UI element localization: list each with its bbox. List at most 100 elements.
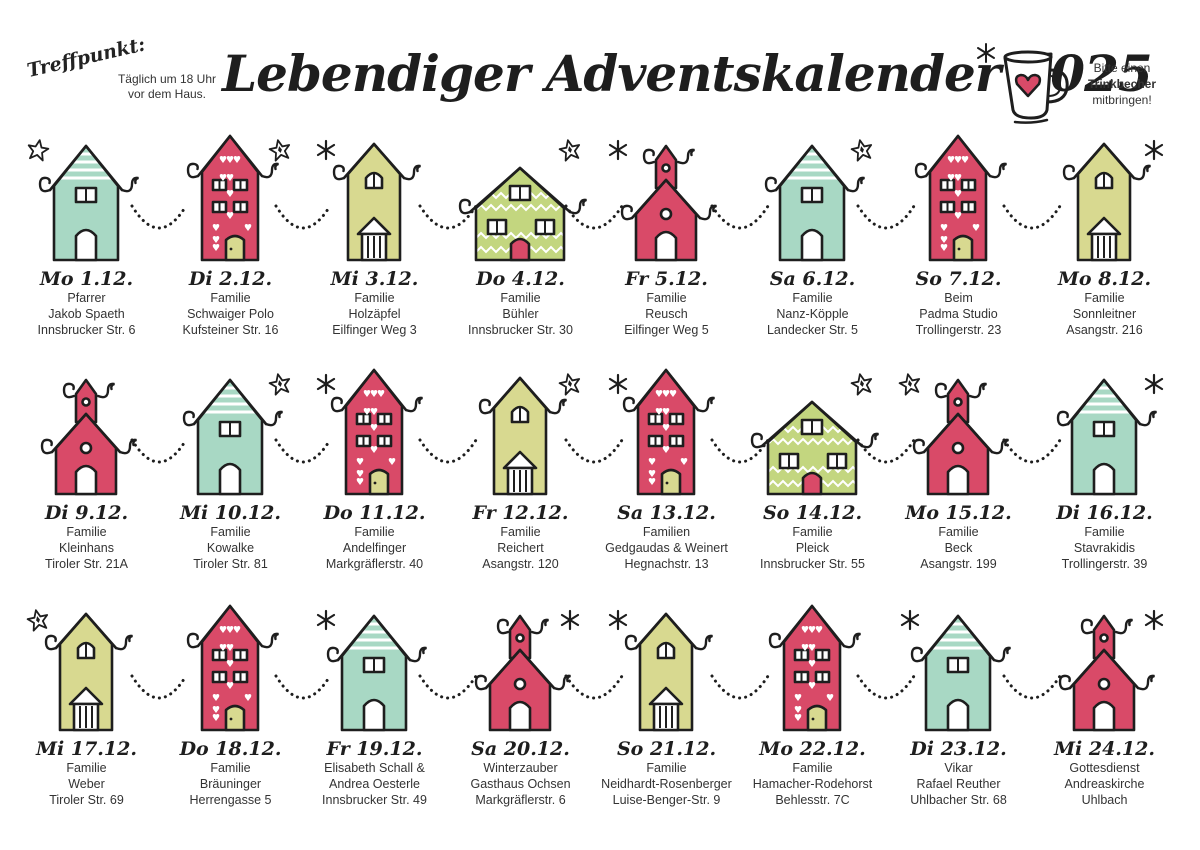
- host-info-line: Bühler: [502, 307, 539, 321]
- house-icon: [26, 609, 133, 732]
- calendar-day-card: Sa 20.12. Winterzauber Gasthaus Ochsen Mark…: [448, 598, 593, 808]
- house-illustration: [448, 362, 593, 502]
- house-icon: [914, 134, 1007, 262]
- house-icon: [27, 139, 139, 262]
- host-info-line: Holzäpfel: [348, 307, 401, 321]
- house-illustration: [14, 598, 159, 738]
- day-label: So 21.12.: [616, 738, 717, 760]
- cup-note-line-3: mitbringen!: [1092, 93, 1152, 107]
- host-info-line: Familie: [646, 291, 687, 305]
- host-info-line: Behlesstr. 7C: [775, 793, 850, 807]
- day-label: Di 16.12.: [1056, 502, 1153, 524]
- house-icon: [900, 609, 1011, 732]
- calendar-day-card: Fr 19.12. Elisabeth Schall & Andrea Oester…: [302, 598, 447, 808]
- house-illustration: [886, 598, 1031, 738]
- day-label: Sa 6.12.: [769, 268, 856, 290]
- house-illustration: [448, 598, 593, 738]
- house-illustration: [14, 128, 159, 268]
- day-label: Mo 1.12.: [39, 268, 134, 290]
- house-icon: [750, 373, 879, 496]
- house-icon: [316, 368, 423, 496]
- house-icon: [316, 139, 421, 262]
- calendar-day-card: Do 4.12. Familie Bühler Innsbrucker Str. 30: [448, 128, 593, 338]
- house-icon: [316, 609, 427, 732]
- day-label: Mi 17.12.: [36, 738, 137, 760]
- host-info-line: Sonnleitner: [1072, 307, 1137, 321]
- host-info-line: Herrengasse 5: [189, 793, 272, 807]
- host-info-line: Hamacher-Rodehorst: [752, 777, 873, 791]
- host-info-line: Trollingerstr. 39: [1061, 557, 1148, 571]
- calendar-day-card: So 14.12. Familie Pleick Innsbrucker Str. 5…: [740, 362, 885, 572]
- calendar-day-card: Mo 8.12. Familie Sonnleitner Asangstr. 216: [1032, 128, 1177, 338]
- calendar-day-card: Di 23.12. Vikar Rafael Reuther Uhlbacher St…: [886, 598, 1031, 808]
- host-info-line: Familie: [792, 291, 833, 305]
- cup-note-line-1: Bitte einen: [1093, 61, 1151, 75]
- host-info-line: Landecker Str. 5: [766, 323, 859, 337]
- day-label: So 7.12.: [915, 268, 1002, 290]
- house-illustration: [740, 598, 885, 738]
- house-illustration: [886, 128, 1031, 268]
- cup-note-emphasis: Trinkbecher: [1087, 77, 1157, 91]
- host-info-line: Neidhardt-Rosenberger: [601, 777, 732, 791]
- house-illustration: [594, 362, 739, 502]
- host-info-line: Innsbrucker Str. 6: [37, 323, 136, 337]
- asterisk-icon: [977, 43, 995, 63]
- host-info-line: Pleick: [795, 541, 830, 555]
- host-info-line: Uhlbacher Str. 68: [910, 793, 1007, 807]
- host-info-line: Vikar: [944, 761, 973, 775]
- host-info-line: Gasthaus Ochsen: [470, 777, 571, 791]
- house-icon: [40, 378, 137, 496]
- day-label: Sa 13.12.: [617, 502, 716, 524]
- host-info-line: Eilfinger Weg 5: [624, 323, 709, 337]
- day-label: Do 11.12.: [323, 502, 426, 524]
- host-info-line: Familie: [1084, 291, 1125, 305]
- house-illustration: [158, 128, 303, 268]
- house-illustration: [14, 362, 159, 502]
- host-info-line: Innsbrucker Str. 49: [322, 793, 427, 807]
- day-label: Do 18.12.: [179, 738, 282, 760]
- house-illustration: [302, 598, 447, 738]
- calendar-day-card: Mi 10.12. Familie Kowalke Tiroler Str. 81: [158, 362, 303, 572]
- host-info-line: Familie: [210, 761, 251, 775]
- host-info-line: Asangstr. 120: [482, 557, 559, 571]
- host-info-line: Reusch: [645, 307, 688, 321]
- host-info-line: Familie: [938, 525, 979, 539]
- page-title: Lebendiger Adventskalender 2025: [222, 44, 1153, 103]
- calendar-day-card: So 21.12. Familie Neidhardt-Rosenberger Lui…: [594, 598, 739, 808]
- host-info-line: Jakob Spaeth: [48, 307, 125, 321]
- day-label: Mo 8.12.: [1057, 268, 1152, 290]
- calendar-day-card: Sa 13.12. Familien Gedgaudas & Weinert Hegn…: [594, 362, 739, 572]
- house-illustration: [594, 598, 739, 738]
- house-illustration: [158, 362, 303, 502]
- host-info-line: Familie: [354, 525, 395, 539]
- day-label: Mi 10.12.: [180, 502, 281, 524]
- house-illustration: [1032, 362, 1177, 502]
- house-icon: [1062, 139, 1164, 262]
- day-label: Sa 20.12.: [471, 738, 570, 760]
- calendar-day-card: Mi 24.12. Gottesdienst Andreaskirche Uhlbac…: [1032, 598, 1177, 808]
- host-info-line: Familie: [354, 291, 395, 305]
- host-info-line: Familie: [210, 291, 251, 305]
- meeting-line-2: vor dem Haus.: [127, 87, 207, 101]
- house-illustration: [448, 128, 593, 268]
- day-label: Mo 22.12.: [759, 738, 866, 760]
- host-info-line: Schwaiger Polo: [187, 307, 274, 321]
- calendar-day-card: Di 2.12. Familie Schwaiger Polo Kufsteiner …: [158, 128, 303, 338]
- host-info-line: Beim: [944, 291, 973, 305]
- garland: [130, 204, 1062, 230]
- host-info-line: Asangstr. 216: [1066, 323, 1143, 337]
- garland: [130, 438, 1062, 464]
- meeting-text: Täglich um 18 Uhr vor dem Haus.: [102, 72, 232, 102]
- host-info-line: Beck: [944, 541, 973, 555]
- house-icon: [608, 609, 713, 732]
- house-icon: [1056, 373, 1164, 496]
- calendar-day-card: Do 18.12. Familie Bräuninger Herrengasse 5: [158, 598, 303, 808]
- calendar-day-card: Mo 22.12. Familie Hamacher-Rodehorst Behles…: [740, 598, 885, 808]
- host-info-line: Innsbrucker Str. 30: [468, 323, 573, 337]
- host-info-line: Asangstr. 199: [920, 557, 997, 571]
- host-info-line: Kowalke: [206, 541, 255, 555]
- day-label: Fr 19.12.: [326, 738, 423, 760]
- host-info-line: Winterzauber: [483, 761, 558, 775]
- day-label: Mi 3.12.: [330, 268, 419, 290]
- host-info-line: Bräuninger: [199, 777, 262, 791]
